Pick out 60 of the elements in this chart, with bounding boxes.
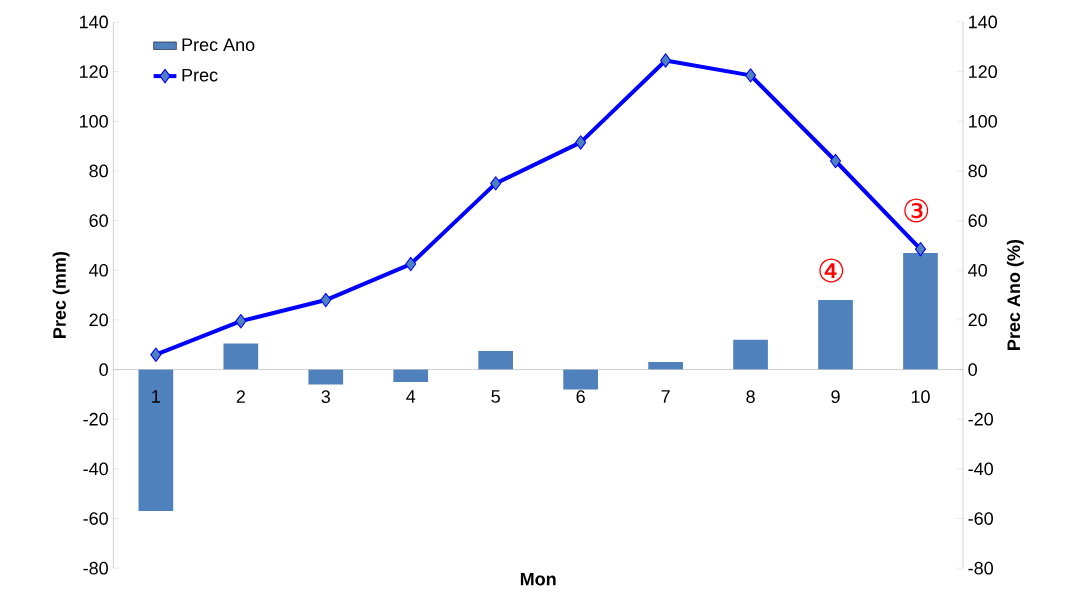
- annotation: ④: [819, 258, 844, 283]
- point: [660, 53, 672, 68]
- y-tick-label: 140: [80, 15, 108, 29]
- y2-axis-title: Prec Ano (%): [1006, 239, 1024, 350]
- bar: [818, 299, 853, 370]
- y-tick-label: 80: [89, 164, 108, 178]
- point: [490, 176, 502, 191]
- x-tick-label: 5: [491, 390, 500, 403]
- point: [575, 135, 587, 150]
- bar: [648, 362, 683, 370]
- y-tick-label: -40: [83, 462, 108, 476]
- bar: [563, 369, 598, 390]
- x-tick-label: 6: [576, 390, 585, 403]
- x-tick-label: 10: [911, 390, 930, 403]
- y2-tick-label: 140: [969, 15, 998, 29]
- bar: [308, 369, 344, 385]
- y2-tick-label: -20: [968, 412, 993, 426]
- point: [150, 347, 162, 362]
- point: [405, 256, 417, 272]
- y2-tick-label: -60: [968, 512, 993, 525]
- y-tick-label: 100: [80, 114, 108, 128]
- x-tick-label: 2: [236, 390, 245, 403]
- y-tick-label: 40: [89, 263, 108, 277]
- point: [914, 241, 927, 257]
- y-tick-label: 120: [80, 65, 108, 78]
- y2-tick-label: 60: [968, 214, 987, 227]
- y2-tick-label: 20: [968, 313, 987, 327]
- y-tick-label: 0: [99, 363, 108, 376]
- bar: [478, 350, 514, 370]
- x-tick-label: 8: [746, 390, 755, 403]
- x-axis-title: Mon: [520, 572, 556, 586]
- y2-tick-label: -40: [968, 462, 993, 476]
- point: [829, 153, 842, 169]
- legend-label: Prec: [182, 68, 218, 82]
- y-tick-label: -80: [83, 561, 108, 575]
- point: [745, 68, 757, 83]
- y-tick-label: 60: [89, 214, 108, 227]
- point: [320, 292, 332, 308]
- bar: [393, 369, 429, 382]
- y2-tick-label: 100: [969, 114, 998, 128]
- y2-tick-label: -80: [968, 561, 993, 575]
- x-tick-label: 1: [152, 390, 160, 403]
- point: [235, 313, 247, 329]
- y2-tick-label: 120: [969, 65, 998, 78]
- bar: [138, 369, 174, 511]
- y-tick-label: 20: [89, 313, 108, 327]
- x-tick-label: 3: [321, 390, 330, 403]
- x-tick-label: 4: [406, 390, 416, 403]
- legend-label: Prec Ano: [182, 38, 255, 51]
- y-tick-label: -60: [83, 512, 108, 525]
- bar: [733, 339, 768, 370]
- y2-tick-label: 40: [968, 263, 987, 277]
- y-axis-title: Prec (mm): [52, 251, 70, 338]
- y-tick-label: -20: [83, 412, 108, 426]
- bar: [223, 343, 259, 370]
- x-tick-label: 7: [661, 390, 670, 403]
- y2-tick-label: 0: [968, 363, 977, 376]
- y2-tick-label: 80: [968, 164, 987, 178]
- annotation: ③: [904, 198, 929, 223]
- x-tick-label: 9: [831, 390, 840, 403]
